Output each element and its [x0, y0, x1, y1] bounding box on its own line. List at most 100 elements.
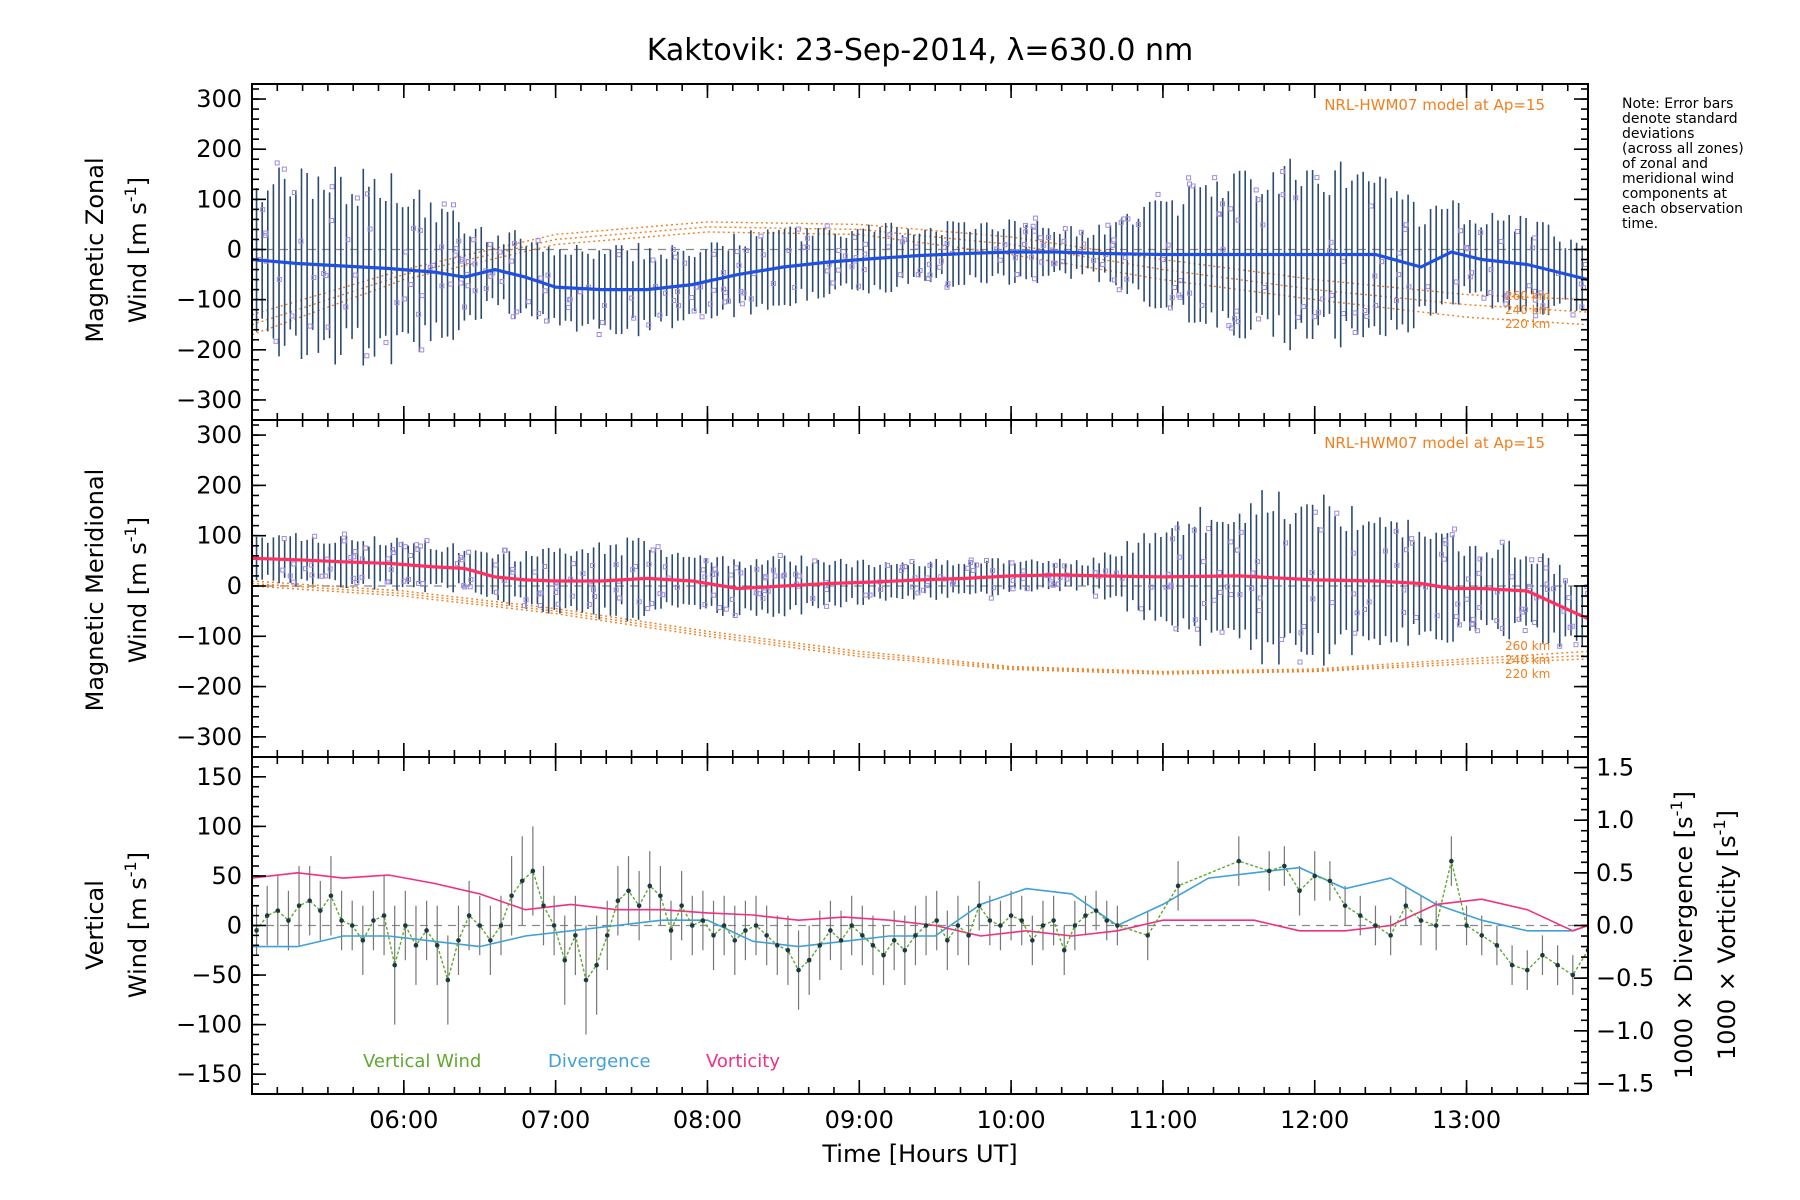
zonal-scatter-point	[792, 284, 798, 290]
zonal-scatter-point	[1540, 303, 1546, 309]
zonal-scatter-point	[1526, 283, 1532, 289]
vertical-wind-point	[1051, 918, 1056, 923]
zonal-scatter-point	[1091, 257, 1097, 263]
meridional-scatter-point	[341, 538, 347, 544]
zonal-scatter-point	[662, 290, 668, 296]
vorticity-line	[252, 871, 1588, 937]
meridional-scatter-point	[613, 587, 619, 593]
zonal-scatter-point	[944, 240, 950, 246]
vertical-wind-point	[998, 923, 1003, 928]
meridional-scatter-point	[1350, 550, 1356, 556]
meridional-scatter-point	[1557, 643, 1563, 649]
meridional-scatter-point	[1401, 609, 1407, 615]
meridional-scatter-point	[1211, 597, 1217, 603]
vertical-wind-point	[1433, 923, 1439, 928]
zonal-scatter-point	[861, 267, 867, 273]
meridional-scatter-point	[1093, 593, 1099, 599]
meridional-scatter-point	[1310, 596, 1316, 602]
meridional-scatter-point	[1024, 586, 1030, 592]
meridional-scatter-point	[553, 589, 559, 595]
zonal-scatter-point	[1320, 296, 1326, 302]
vorticity-ylabel-text: 1000 × Vorticity [s	[1713, 835, 1741, 1060]
meridional-scatter-point	[777, 552, 783, 558]
meridional-scatter-point	[415, 547, 421, 553]
zonal-scatter-point	[926, 261, 932, 267]
note-line-5: of zonal and	[1622, 156, 1708, 172]
meridional-scatter-point	[988, 595, 994, 601]
zonal-scatter-point	[1488, 267, 1494, 273]
note-line-6: meridional wind	[1622, 171, 1734, 187]
meridional-scatter-point	[657, 591, 663, 597]
vertical-wind-point	[1509, 962, 1515, 968]
meridional-scatter-point	[613, 562, 619, 568]
vertical-wind-point	[870, 943, 876, 948]
zonal-scatter-point	[862, 241, 868, 247]
vertical-panel: −1.5 −1.0 −0.5 0.0 0.5 1.0 1.5 −150 −100 −50 0 50 10…	[176, 754, 1654, 1134]
vertical-wind-point	[828, 928, 833, 933]
zonal-scatter-point	[448, 281, 454, 287]
zonal-scatter-point	[1235, 319, 1241, 325]
zonal-scatter-point	[311, 275, 317, 281]
zonal-scatter-point	[657, 312, 663, 318]
zonal-scatter-point	[281, 166, 287, 172]
vertical-wind-point	[1297, 888, 1302, 894]
meridional-scatter-point	[341, 531, 347, 537]
meridional-scatter-point	[319, 573, 325, 579]
zonal-scatter-point	[513, 309, 519, 315]
zonal-scatter-point	[364, 353, 370, 359]
meridional-scatter-point	[1410, 540, 1416, 546]
zonal-scatter-point	[1012, 255, 1018, 261]
meridional-scatter-point	[970, 567, 976, 573]
zonal-scatter-point	[536, 310, 542, 316]
meridional-scatter-point	[1163, 584, 1169, 590]
note-line-9: time.	[1622, 216, 1658, 232]
zonal-scatter-point	[1190, 183, 1196, 189]
vertical-wind-point	[711, 933, 716, 938]
meridional-scatter-point	[1138, 606, 1144, 612]
vertical-wind-point	[445, 977, 451, 983]
meridional-scatter-point	[1168, 584, 1174, 590]
meridional-mean-wind-line	[252, 556, 1588, 621]
zonal-scatter-point	[526, 299, 532, 305]
meridional-scatter-point	[1297, 659, 1303, 665]
zonal-scatter-point	[535, 237, 541, 243]
vertical-ylabel-units: Wind [m s	[124, 877, 152, 998]
meridional-ylabel-line1: Magnetic Meridional	[81, 469, 109, 712]
vertical-wind-point	[1570, 972, 1576, 978]
zonal-scatter-point	[1515, 228, 1521, 234]
meridional-scatter-point	[1318, 527, 1324, 533]
meridional-scatter-point	[1569, 623, 1575, 629]
zonal-scatter-point	[672, 254, 678, 260]
zonal-scatter-point	[842, 253, 848, 259]
zonal-scatter-point	[458, 280, 464, 286]
zonal-scatter-point	[1280, 192, 1286, 198]
zonal-scatter-point	[1062, 226, 1068, 232]
meridional-scatter-point	[1477, 604, 1483, 610]
zonal-scatter-point	[804, 235, 810, 241]
meridional-scatter-point	[510, 569, 516, 575]
meridional-scatter-point	[754, 566, 760, 572]
meridional-scatter-point	[1020, 568, 1026, 574]
zonal-scatter-point	[1531, 288, 1537, 294]
vertical-wind-point	[934, 918, 939, 923]
y-tick-label: 100	[196, 812, 242, 840]
zonal-scatter-point	[1112, 277, 1118, 283]
zonal-scatter-point	[682, 260, 688, 266]
meridional-scatter-point	[927, 562, 933, 568]
vertical-wind-point	[891, 938, 897, 943]
vorticity-ylabel-exp: -1	[1710, 819, 1729, 835]
meridional-scatter-point	[1573, 642, 1579, 648]
zonal-scatter-point	[711, 287, 717, 293]
vertical-wind-point	[976, 903, 982, 908]
meridional-scatter-point	[1257, 595, 1263, 601]
zonal-scatter-point	[289, 313, 295, 319]
meridional-scatter-point	[1545, 586, 1551, 592]
x-tick-label: 08:00	[673, 1106, 742, 1134]
meridional-scatter-point	[729, 596, 735, 602]
zonal-scatter-point	[1052, 260, 1058, 266]
zonal-scatter-point	[1030, 223, 1036, 229]
zonal-mean-wind-line	[252, 250, 1588, 292]
zonal-scatter-point	[852, 234, 858, 240]
zonal-scatter-point	[836, 248, 842, 254]
meridional-scatter-point	[569, 593, 575, 599]
